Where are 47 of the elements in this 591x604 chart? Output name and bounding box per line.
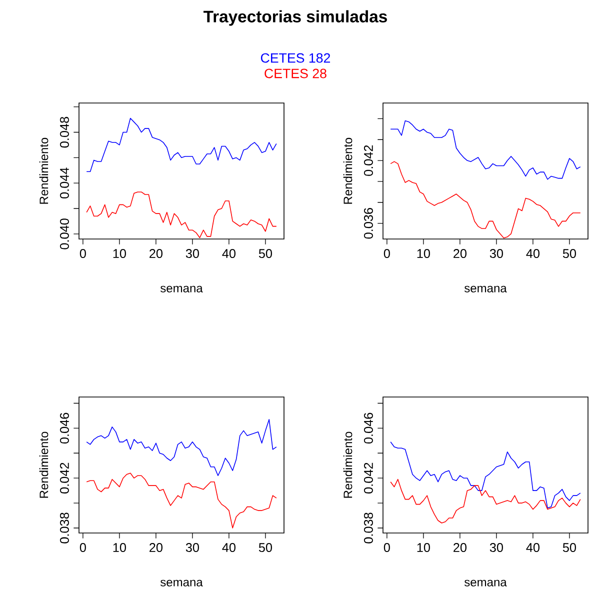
x-tick-label: 50 — [258, 249, 272, 258]
text: CETES 182 — [260, 53, 330, 63]
x-tick-label: 30 — [490, 543, 503, 552]
x-tick-label: 50 — [562, 249, 576, 258]
y-tick-label: 0.038 — [60, 512, 69, 544]
x-tick-label: 20 — [454, 543, 466, 552]
line-series — [86, 192, 277, 238]
y-tick-label: 0.046 — [364, 412, 373, 444]
y-axis-title: Rendimiento — [343, 138, 352, 204]
x-tick-label: 40 — [222, 249, 236, 258]
x-axis-title: semana — [160, 580, 203, 586]
x-tick-label: 10 — [417, 543, 430, 552]
x-tick-label: 30 — [186, 249, 199, 258]
x-tick-label: 0 — [80, 543, 86, 552]
x-axis-title: semana — [160, 286, 203, 292]
y-tick-label: 0.042 — [60, 462, 69, 494]
x-tick-label: 20 — [150, 249, 162, 258]
x-axis-title: semana — [464, 286, 507, 292]
y-tick-label: 0.036 — [364, 208, 373, 239]
x-tick-label: 10 — [113, 543, 126, 552]
chart-title: Trayectorias simuladas — [204, 10, 387, 26]
y-axis-title: Rendimiento — [343, 432, 352, 498]
x-tick-label: 20 — [150, 543, 162, 552]
text: CETES 28 — [264, 68, 326, 78]
x-tick-label: 20 — [454, 249, 466, 258]
x-axis-title: semana — [464, 580, 507, 586]
y-tick-label: 0.040 — [60, 218, 69, 250]
y-axis-title: Rendimiento — [39, 138, 48, 204]
x-tick-label: 40 — [222, 543, 236, 552]
x-tick-label: 30 — [186, 543, 199, 552]
y-tick-label: 0.038 — [364, 512, 373, 544]
y-tick-label: 0.046 — [60, 412, 69, 444]
y-tick-label: 0.042 — [364, 462, 373, 494]
x-tick-label: 0 — [384, 543, 390, 552]
x-tick-label: 30 — [490, 249, 503, 258]
x-tick-label: 10 — [113, 249, 126, 258]
x-tick-label: 40 — [526, 249, 540, 258]
x-tick-label: 10 — [417, 249, 430, 258]
y-axis-title: Rendimiento — [39, 432, 48, 498]
y-tick-label: 0.048 — [60, 116, 69, 148]
x-tick-label: 50 — [258, 543, 272, 552]
y-tick-label: 0.042 — [364, 145, 373, 176]
x-tick-label: 50 — [562, 543, 576, 552]
x-tick-label: 40 — [526, 543, 540, 552]
x-tick-label: 0 — [384, 249, 390, 258]
y-tick-label: 0.044 — [60, 168, 69, 198]
x-tick-label: 0 — [80, 249, 86, 258]
